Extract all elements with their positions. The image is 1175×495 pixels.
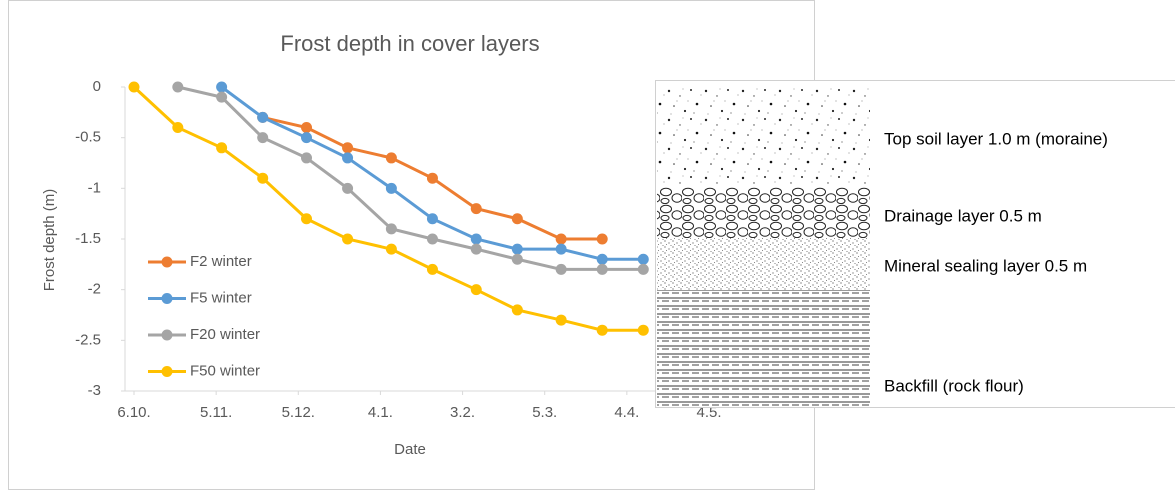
layer-backfill bbox=[657, 290, 870, 406]
data-point bbox=[471, 234, 482, 245]
x-tick-label: 6.10. bbox=[117, 404, 150, 421]
layer-label: Backfill (rock flour) bbox=[884, 376, 1024, 395]
data-point bbox=[427, 213, 438, 224]
legend-label: F20 winter bbox=[190, 326, 260, 343]
data-point bbox=[638, 325, 649, 336]
data-point bbox=[342, 234, 353, 245]
layer-diagram: Top soil layer 1.0 m (moraine) Drainage … bbox=[656, 81, 1175, 408]
data-point bbox=[471, 244, 482, 255]
data-point bbox=[301, 213, 312, 224]
data-point bbox=[301, 132, 312, 143]
y-tick-label: -3 bbox=[88, 382, 101, 399]
data-point bbox=[257, 132, 268, 143]
data-point bbox=[556, 234, 567, 245]
data-point bbox=[638, 264, 649, 275]
data-point bbox=[216, 82, 227, 93]
x-tick-label: 3.2. bbox=[450, 404, 475, 421]
data-point bbox=[386, 183, 397, 194]
data-point bbox=[427, 173, 438, 184]
data-point bbox=[342, 142, 353, 153]
x-tick-label: 4.1. bbox=[368, 404, 393, 421]
x-axis-label: Date bbox=[394, 441, 426, 458]
chart-title: Frost depth in cover layers bbox=[280, 31, 539, 56]
data-point bbox=[342, 152, 353, 163]
legend-label: F50 winter bbox=[190, 362, 260, 379]
data-point bbox=[597, 264, 608, 275]
data-point bbox=[257, 173, 268, 184]
y-tick-label: -2 bbox=[88, 281, 101, 298]
y-tick-label: -1.5 bbox=[75, 230, 101, 247]
data-point bbox=[172, 82, 183, 93]
data-point bbox=[512, 213, 523, 224]
data-point bbox=[427, 264, 438, 275]
x-tick-label: 5.11. bbox=[200, 404, 232, 421]
data-point bbox=[386, 223, 397, 234]
legend-marker bbox=[162, 330, 173, 341]
data-point bbox=[216, 142, 227, 153]
data-point bbox=[512, 254, 523, 265]
data-point bbox=[597, 325, 608, 336]
layer-top-soil bbox=[657, 86, 870, 187]
y-tick-label: -2.5 bbox=[75, 331, 101, 348]
x-tick-label: 5.12. bbox=[282, 404, 315, 421]
data-point bbox=[386, 244, 397, 255]
data-point bbox=[386, 152, 397, 163]
data-point bbox=[597, 234, 608, 245]
data-point bbox=[471, 203, 482, 214]
data-point bbox=[556, 315, 567, 326]
data-point bbox=[257, 112, 268, 123]
data-point bbox=[556, 264, 567, 275]
data-point bbox=[512, 244, 523, 255]
data-point bbox=[342, 183, 353, 194]
data-point bbox=[556, 244, 567, 255]
layer-sealing bbox=[657, 238, 870, 290]
data-point bbox=[597, 254, 608, 265]
x-tick-label: 4.4. bbox=[614, 404, 639, 421]
legend-label: F2 winter bbox=[190, 253, 252, 270]
layer-label: Drainage layer 0.5 m bbox=[884, 206, 1042, 225]
y-tick-label: 0 bbox=[93, 78, 101, 95]
data-point bbox=[216, 92, 227, 103]
layer-label: Top soil layer 1.0 m (moraine) bbox=[884, 129, 1108, 148]
layer-label: Mineral sealing layer 0.5 m bbox=[884, 256, 1087, 275]
legend-marker bbox=[162, 293, 173, 304]
data-point bbox=[129, 82, 140, 93]
data-point bbox=[471, 284, 482, 295]
layer-drainage bbox=[657, 187, 870, 238]
y-axis-label: Frost depth (m) bbox=[41, 189, 58, 292]
legend-label: F5 winter bbox=[190, 289, 252, 306]
data-point bbox=[301, 152, 312, 163]
x-tick-label: 5.3. bbox=[532, 404, 557, 421]
y-tick-label: -0.5 bbox=[75, 129, 101, 146]
data-point bbox=[172, 122, 183, 133]
legend-marker bbox=[162, 366, 173, 377]
data-point bbox=[638, 254, 649, 265]
data-point bbox=[512, 304, 523, 315]
data-point bbox=[301, 122, 312, 133]
data-point bbox=[427, 234, 438, 245]
y-tick-label: -1 bbox=[88, 179, 101, 196]
legend-marker bbox=[162, 257, 173, 268]
